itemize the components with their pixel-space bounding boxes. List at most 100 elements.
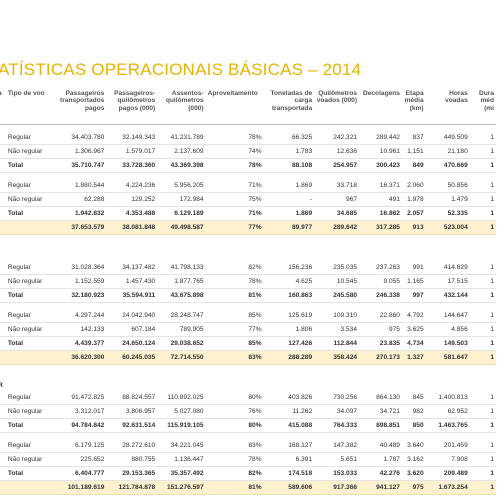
grand-total-row: 101.189.619 121.784.878 151.276.597 81% 589.…	[0, 480, 496, 495]
table-cell: 403.826	[263, 391, 315, 405]
table-cell: 201.459	[425, 439, 470, 453]
flight-type-cell: Não regular	[5, 404, 56, 419]
table-cell: 6.179.125	[55, 439, 107, 453]
table-cell: 82%	[205, 261, 264, 275]
table-cell: 5.956.205	[157, 179, 206, 193]
table-cell: 38.081.848	[106, 220, 158, 235]
table-cell: 10.961	[359, 144, 402, 159]
table-row: Regular 4.297.244 24.042.940 28.248.747 85% 1…	[0, 309, 496, 323]
column-header: a	[0, 86, 6, 125]
table-cell: 76%	[205, 404, 264, 419]
table-cell: 1.673.254	[425, 480, 470, 495]
table-cell: 28.248.747	[157, 309, 206, 323]
section-label: R	[0, 381, 3, 389]
table-cell: 245.580	[314, 288, 360, 303]
table-cell: 1	[469, 452, 496, 467]
table-cell: 917.366	[314, 480, 360, 495]
table-cell: 300.423	[359, 158, 402, 173]
table-cell	[0, 350, 6, 365]
column-header: Toneladas de carga transportada	[263, 86, 315, 125]
table-cell: 35.710.747	[55, 158, 107, 173]
table-cell	[0, 192, 6, 207]
table-cell: 78%	[205, 158, 264, 173]
table-cell: 1.869	[263, 179, 315, 193]
table-row: Regular 31.028.364 34.137.482 41.798.133 82%…	[0, 261, 496, 275]
table-cell: 1	[469, 480, 496, 495]
table-cell: 33.718	[314, 179, 360, 193]
table-cell: 24.650.124	[106, 336, 158, 351]
table-cell: 1.978	[401, 192, 426, 207]
table-cell: 491	[359, 192, 402, 207]
table-cell: 34.721	[359, 404, 402, 419]
table-cell: 913	[401, 220, 426, 235]
table-cell	[0, 466, 6, 481]
section-label-row	[0, 249, 496, 261]
flight-type-cell: Regular	[5, 309, 56, 323]
table-cell: 10.545	[314, 274, 360, 289]
table-cell	[0, 418, 6, 433]
table-cell: 4.734	[401, 336, 426, 351]
table-cell: 71%	[205, 179, 264, 193]
table-cell: 88.108	[263, 158, 315, 173]
flight-type-cell: Não regular	[5, 322, 56, 337]
flight-type-cell: Total	[5, 466, 56, 481]
total-row: Total 4.439.377 24.650.124 29.038.652 85% 127…	[0, 336, 496, 351]
table-cell: 764.333	[314, 418, 360, 433]
section-label-row: R	[0, 379, 496, 391]
table-cell: 17.515	[425, 274, 470, 289]
flight-type-cell: Regular	[5, 439, 56, 453]
spacer-row	[0, 235, 496, 250]
column-header: Etapa média (km)	[401, 86, 426, 125]
section-label	[0, 249, 496, 261]
table-cell: 607.184	[106, 322, 158, 337]
table-cell: 101.189.619	[55, 480, 107, 495]
table-cell: 581.647	[425, 350, 470, 365]
table-cell: 9.055	[359, 274, 402, 289]
table-cell	[0, 309, 6, 323]
table-cell: 6.404.777	[55, 466, 107, 481]
table-cell: 35.594.911	[106, 288, 158, 303]
table-cell: 5.027.080	[157, 404, 206, 419]
table-cell: 78%	[205, 274, 264, 289]
flight-type-cell: Total	[5, 336, 56, 351]
table-cell: 22.860	[359, 309, 402, 323]
table-cell: 880.755	[106, 452, 158, 467]
table-cell: 415.088	[263, 418, 315, 433]
table-cell: 129.252	[106, 192, 158, 207]
table-cell: 34.685	[314, 206, 360, 221]
table-cell: 1.457.430	[106, 274, 158, 289]
table-cell: 71%	[205, 206, 264, 221]
spacer-row	[0, 365, 496, 380]
table-cell: 235.035	[314, 261, 360, 275]
table-cell: 1	[469, 144, 496, 159]
table-cell	[0, 288, 6, 303]
table-cell: 789.905	[157, 322, 206, 337]
table-cell: 1.327	[401, 350, 426, 365]
table-cell: 4.625	[263, 274, 315, 289]
flight-type-cell: Regular	[5, 131, 56, 145]
table-cell: 81%	[205, 480, 264, 495]
table-cell: 12.636	[314, 144, 360, 159]
table-cell: 1	[469, 179, 496, 193]
table-cell: 730.256	[314, 391, 360, 405]
table-cell: 28.272.610	[106, 439, 158, 453]
table-cell	[0, 404, 6, 419]
table-cell: 849	[401, 158, 426, 173]
table-cell: 172.984	[157, 192, 206, 207]
table-cell: 21.180	[425, 144, 470, 159]
table-cell: 72.714.550	[157, 350, 206, 365]
table-cell: 16.371	[359, 179, 402, 193]
table-cell: 29.153.365	[106, 466, 158, 481]
table-cell: 32.180.923	[55, 288, 107, 303]
table-cell: 982	[401, 404, 426, 419]
table-cell: 24.042.940	[106, 309, 158, 323]
table-cell: 82%	[205, 466, 264, 481]
table-cell: 3.640	[401, 439, 426, 453]
table-cell: 3.620	[401, 466, 426, 481]
table-cell: 11.262	[263, 404, 315, 419]
table-cell: 81%	[205, 288, 264, 303]
column-header: Horas voadas	[425, 86, 470, 125]
column-header: Assentos-quilômetros (000)	[157, 86, 206, 125]
table-cell: 209.489	[425, 466, 470, 481]
